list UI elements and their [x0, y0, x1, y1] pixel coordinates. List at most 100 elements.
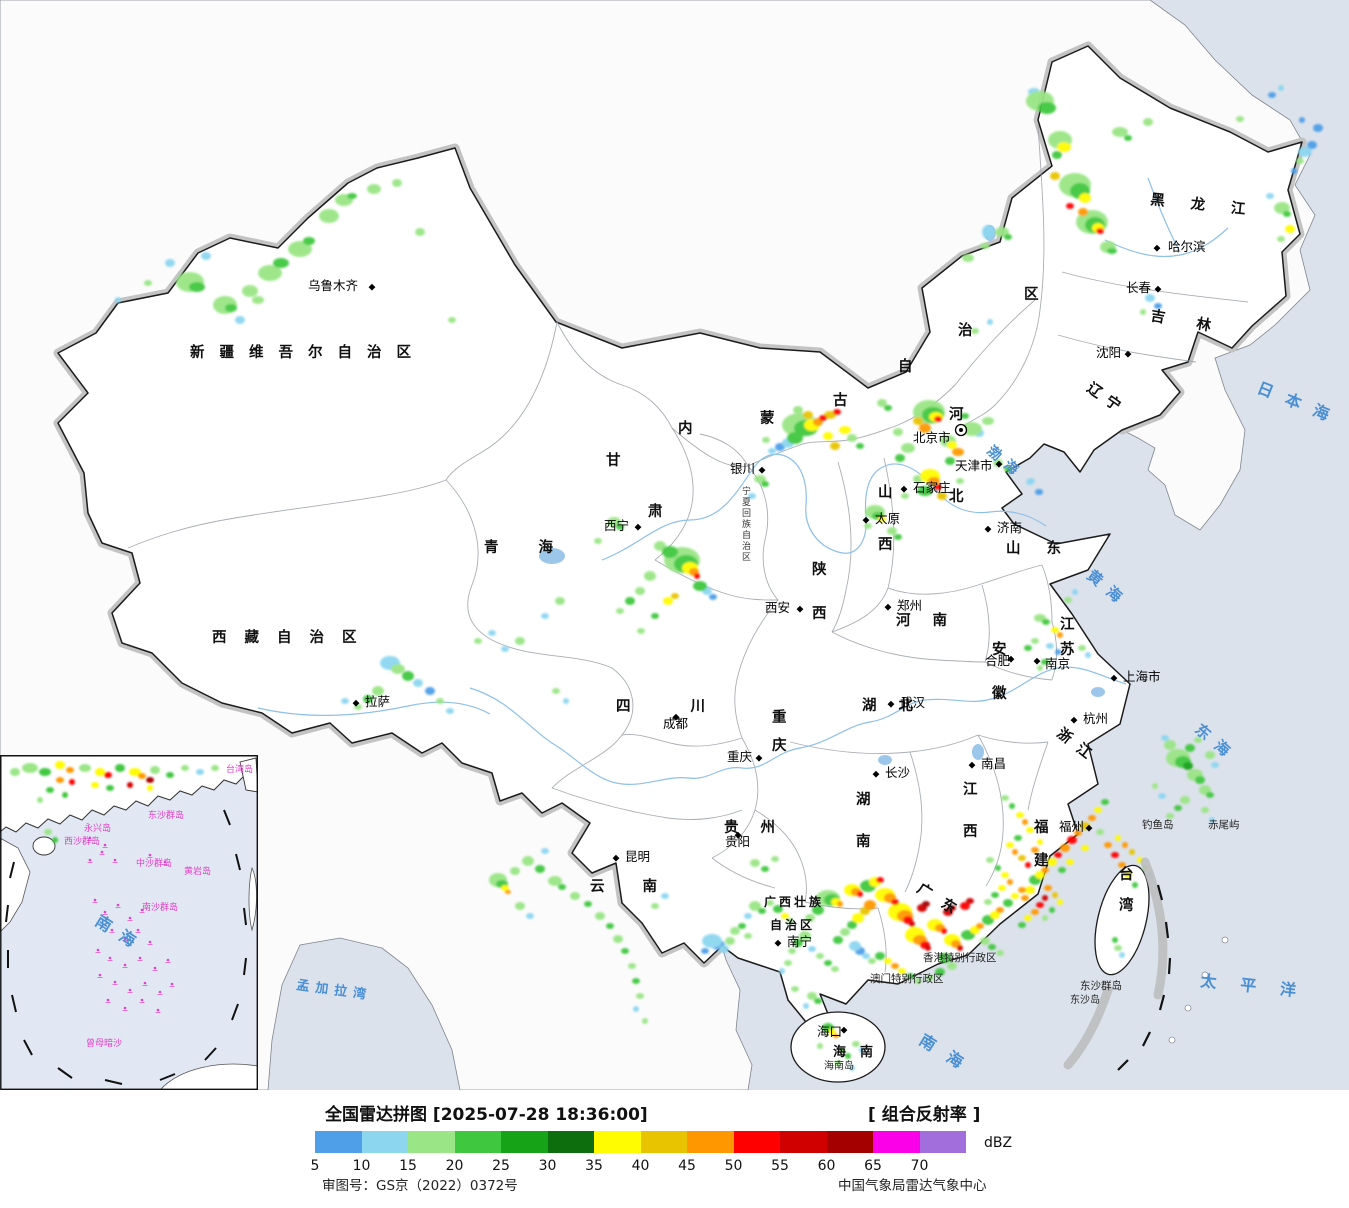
radar-echo	[1031, 638, 1039, 644]
city-marker: ◆	[985, 525, 992, 535]
province-boundary	[959, 124, 1045, 429]
inset-reef-mark	[163, 860, 167, 864]
inset-radar-echo	[56, 777, 64, 783]
dbz-segment-15: 15	[399, 1131, 455, 1174]
city-marker: ◆	[1155, 285, 1162, 295]
radar-echo	[1132, 882, 1138, 888]
radar-echo	[833, 409, 841, 415]
radar-echo	[1066, 859, 1074, 865]
radar-echo	[891, 963, 899, 969]
radar-echo	[1009, 803, 1015, 809]
radar-echo	[894, 534, 902, 540]
radar-echo	[761, 481, 769, 487]
radar-echo	[1007, 879, 1013, 885]
radar-echo	[1012, 849, 1018, 855]
radar-echo	[830, 442, 840, 450]
radar-echo	[937, 492, 947, 500]
city-marker: ◆	[1086, 824, 1093, 834]
inset-nine-dash-segment	[243, 907, 247, 926]
city-label: 天津市	[955, 458, 993, 473]
nine-dash-segment	[1117, 1059, 1129, 1071]
province-boundary	[1057, 334, 1197, 363]
radar-echo	[919, 423, 931, 433]
radar-echo	[258, 265, 282, 281]
map-title: 全国雷达拼图 [2025-07-28 18:36:00]	[325, 1105, 648, 1125]
dbz-tick-label: 70	[910, 1158, 929, 1174]
province-boundary	[981, 584, 990, 663]
radar-echo	[541, 613, 549, 619]
radar-echo	[1313, 124, 1323, 132]
radar-echo	[448, 317, 456, 323]
radar-echo	[1064, 597, 1072, 603]
radar-echo	[1057, 632, 1063, 638]
radar-echo	[750, 859, 760, 867]
radar-echo	[1052, 892, 1058, 898]
radar-echo	[363, 695, 373, 703]
inset-reef-mark	[116, 903, 120, 907]
hainan-island	[790, 1011, 886, 1083]
province-boundary	[711, 857, 776, 889]
province-label: 湖北	[862, 697, 935, 714]
radar-echo	[1058, 867, 1066, 873]
radar-echo	[849, 1065, 855, 1071]
radar-echo	[839, 426, 851, 434]
radar-echo	[995, 865, 1001, 871]
radar-echo	[761, 866, 769, 872]
boundary-dashes-layer	[1063, 857, 1172, 1071]
province-boundary	[1061, 271, 1249, 303]
inset-nine-dash-segment	[204, 1047, 217, 1061]
radar-echo	[1174, 805, 1182, 811]
province-label: 新疆维吾尔自治区	[190, 343, 426, 361]
city-label: 哈尔滨	[1168, 239, 1206, 254]
dbz-tick-label: 65	[864, 1158, 882, 1174]
city-marker: ◆	[635, 523, 642, 533]
radar-echo	[824, 411, 836, 419]
radar-echo	[1080, 822, 1090, 830]
radar-echo	[621, 948, 629, 954]
inset-reef-mark	[103, 910, 107, 914]
inset-reef-mark	[103, 843, 107, 847]
radar-echo	[1025, 862, 1031, 868]
inset-island-label: 西沙群岛	[64, 835, 100, 847]
province-boundary	[887, 564, 1043, 595]
radar-echo	[288, 241, 312, 257]
nine-dash-segment	[1156, 884, 1164, 901]
radar-echo	[632, 978, 640, 984]
radar-echo	[144, 280, 152, 286]
radar-echo	[847, 921, 857, 929]
radar-echo	[1094, 807, 1102, 813]
city-marker: ◆	[613, 854, 620, 864]
radar-echo	[1291, 168, 1297, 174]
radar-echo	[474, 638, 482, 644]
province-label: 陕西	[812, 560, 827, 622]
radar-echo	[1299, 117, 1305, 123]
province-label: 安徽	[991, 640, 1007, 702]
dbz-segment-10: 10	[353, 1131, 408, 1174]
radar-echo	[1081, 845, 1089, 851]
dbz-tick-label: 45	[678, 1158, 696, 1174]
radar-echo	[1003, 899, 1013, 907]
radar-echo	[1001, 795, 1009, 801]
radar-echo	[1055, 649, 1061, 655]
radar-echo	[1057, 142, 1071, 152]
inset-island-label: 台湾岛	[226, 763, 253, 775]
radar-echo	[730, 927, 740, 935]
radar-echo	[303, 237, 315, 245]
radar-echo	[1115, 835, 1121, 841]
inset-reef-mark	[148, 853, 152, 857]
radar-echo	[701, 948, 709, 954]
radar-echo	[749, 901, 761, 911]
radar-echo	[522, 856, 534, 866]
radar-echo	[651, 903, 659, 909]
radar-echo	[402, 671, 414, 681]
inset-nine-dash-segment	[5, 904, 9, 923]
radar-echo	[501, 885, 509, 891]
radar-echo	[1298, 147, 1312, 157]
radar-echo	[1195, 776, 1205, 784]
province-label: 云南	[590, 877, 695, 895]
radar-echo	[744, 933, 752, 939]
radar-echo	[505, 890, 511, 894]
city-label: 乌鲁木齐	[308, 278, 359, 293]
dbz-tick-label: 40	[631, 1158, 650, 1174]
